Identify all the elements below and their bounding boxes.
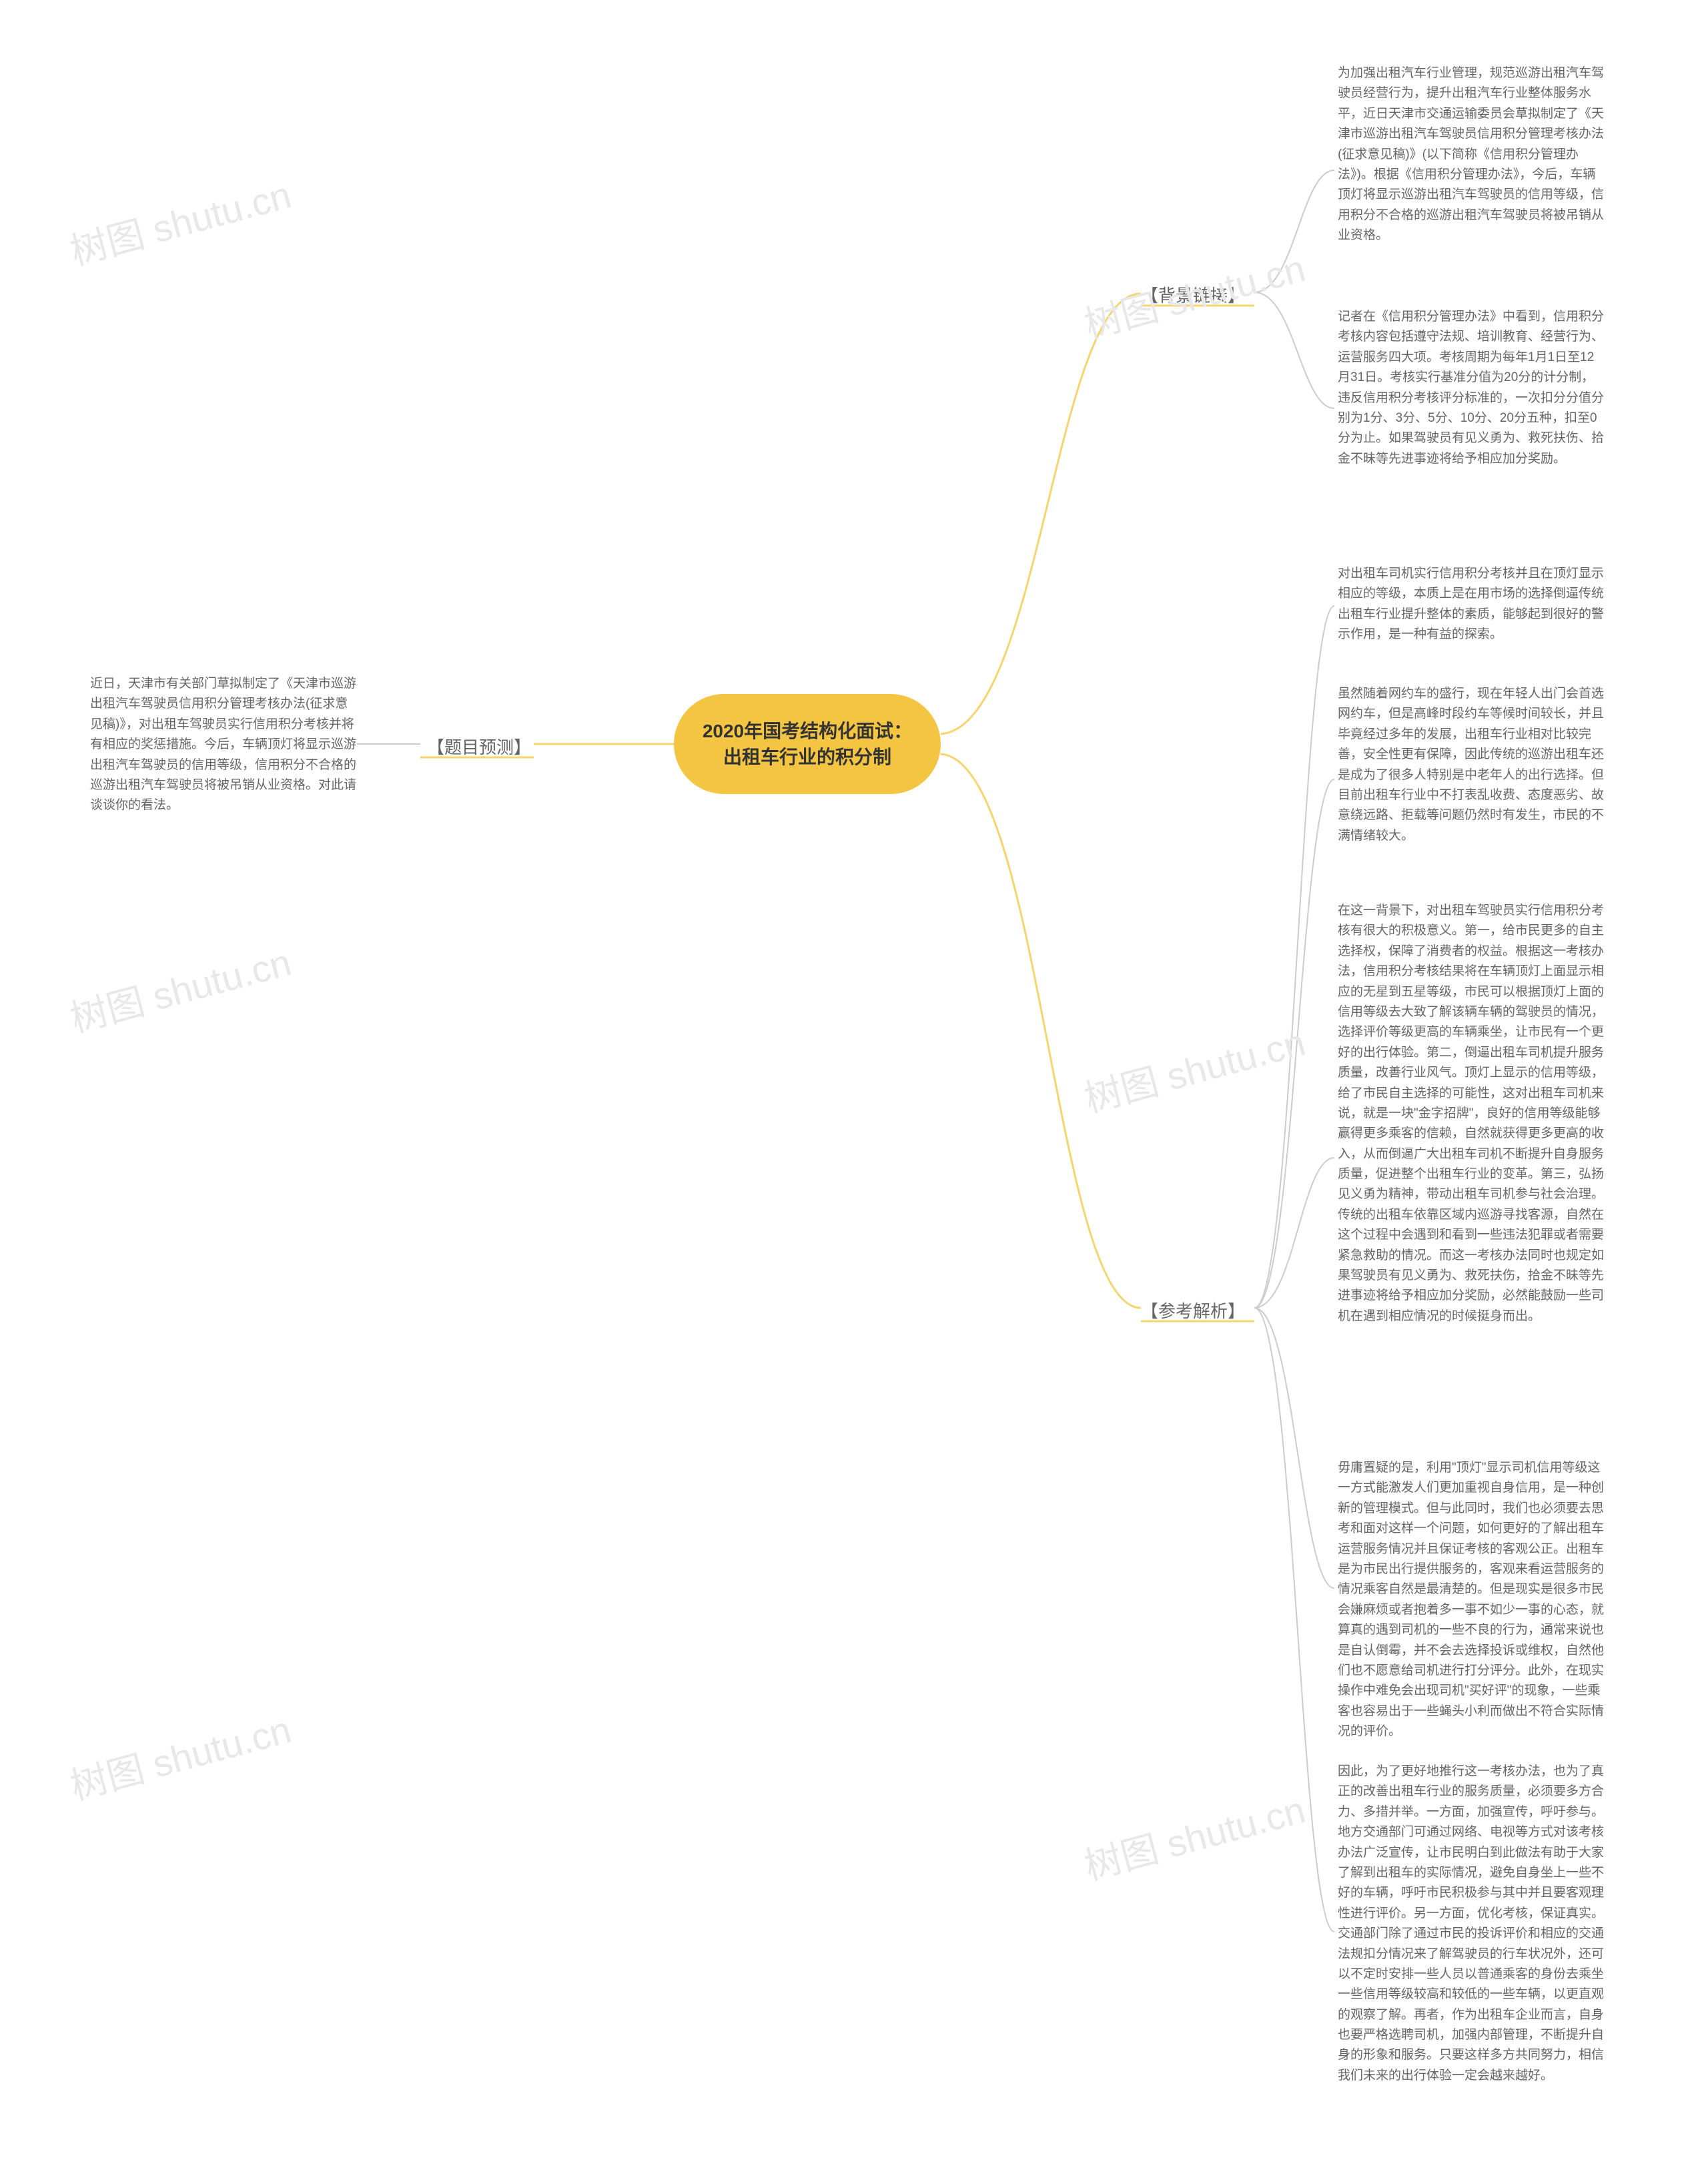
watermark: 树图 shutu.cn [63,165,296,276]
content-left: 近日，天津市有关部门草拟制定了《天津市巡游出租汽车驾驶员信用积分管理考核办法(征… [90,674,357,816]
watermark: 树图 shutu.cn [1078,1780,1310,1890]
content-bottomright-5: 因此，为了更好地推行这一考核办法，也为了真正的改善出租车行业的服务质量，必须要多… [1338,1762,1605,2086]
content-bottomright-1: 对出租车司机实行信用积分考核并且在顶灯显示相应的等级，本质上是在用市场的选择倒逼… [1338,564,1605,645]
branch-label-topright: 【背景链接】 [1141,282,1245,307]
content-topright-1: 为加强出租汽车行业管理，规范巡游出租汽车驾驶员经营行为，提升出租汽车行业整体服务… [1338,63,1605,246]
watermark: 树图 shutu.cn [1078,1012,1310,1123]
center-title: 2020年国考结构化面试：出租车行业的积分制 [701,718,914,770]
branch-label-bottomright: 【参考解析】 [1141,1298,1245,1323]
watermark: 树图 shutu.cn [63,1700,296,1810]
content-bottomright-2: 虽然随着网约车的盛行，现在年轻人出门会首选网约车，但是高峰时段约车等候时间较长，… [1338,684,1605,846]
watermark: 树图 shutu.cn [63,932,296,1043]
branch-label-left: 【题目预测】 [427,734,531,759]
content-bottomright-4: 毋庸置疑的是，利用"顶灯"显示司机信用等级这一方式能激发人们更加重视自身信用，是… [1338,1458,1605,1742]
content-bottomright-3: 在这一背景下，对出租车驾驶员实行信用积分考核有很大的积极意义。第一，给市民更多的… [1338,901,1605,1327]
content-topright-2: 记者在《信用积分管理办法》中看到，信用积分考核内容包括遵守法规、培训教育、经营行… [1338,307,1605,469]
center-node: 2020年国考结构化面试：出租车行业的积分制 [674,694,941,794]
mindmap-container: 树图 shutu.cn 树图 shutu.cn 树图 shutu.cn 树图 s… [0,0,1708,2184]
